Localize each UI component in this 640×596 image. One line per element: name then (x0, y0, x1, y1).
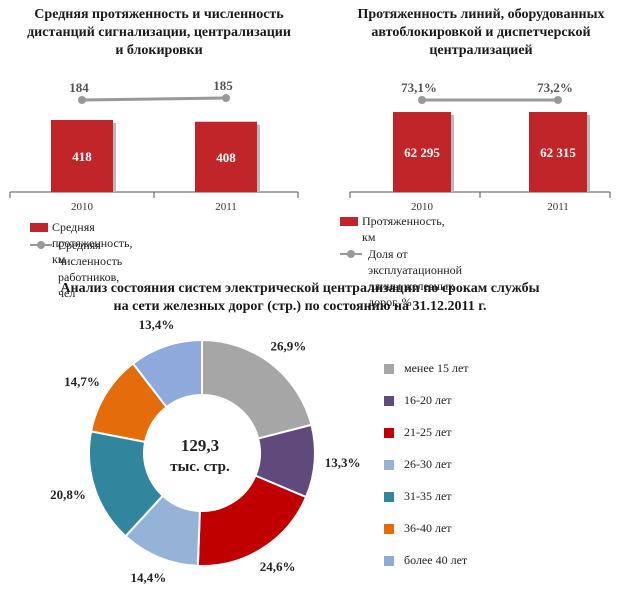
donut-chart: 26,9% 13,3% 24,6% 14,4% 20,8% 14,7% 13,4% 129,3… (50, 320, 361, 585)
bar-2011 (529, 112, 587, 192)
donut-slice (196, 474, 308, 567)
line-point (222, 94, 230, 102)
right-legend-bars: Протяженность, км (340, 213, 445, 245)
slice-value-label: 14,7% (64, 374, 100, 389)
donut-legend-item: 31-35 лет (384, 489, 452, 504)
line-marker-icon (340, 246, 362, 260)
donut-legend-item: 21-25 лет (384, 425, 452, 440)
line-marker-icon (30, 237, 52, 251)
donut-legend-item: 16-20 лет (384, 393, 452, 408)
legend-swatch-icon (384, 395, 394, 406)
right-chart-title: Протяженность линий, оборудованных автоб… (357, 7, 605, 58)
donut-slice (201, 338, 313, 440)
line-value-label: 73,1% (401, 80, 437, 95)
line-point (78, 96, 86, 104)
donut-slice (131, 338, 203, 409)
donut-legend-item: менее 15 лет (384, 361, 469, 376)
bar-2010 (393, 112, 451, 192)
legend-swatch-icon (384, 491, 394, 502)
line-series (81, 96, 227, 102)
slice-value-label: 26,9% (271, 338, 307, 353)
bar-value-label: 62 315 (540, 145, 576, 160)
donut-legend-item: 26-30 лет (384, 457, 452, 472)
legend-swatch-icon (384, 523, 394, 534)
slice-value-label: 14,4% (131, 570, 167, 585)
right-legend-line: Доля от эксплуатационной длины железных … (340, 246, 462, 310)
x-tick-label: 2010 (71, 201, 94, 213)
bar-swatch-icon (30, 223, 48, 232)
legend-label: 26-30 лет (404, 457, 452, 471)
slice-value-label: 13,3% (325, 455, 361, 470)
line-point (554, 96, 562, 104)
legend-swatch-icon (384, 427, 394, 438)
donut-chart-title: Анализ состояния систем электрической це… (60, 281, 540, 314)
left-legend-bars: Средняя протяженность, км (30, 219, 133, 267)
bar-value-label: 418 (72, 149, 92, 164)
bar-value-label: 62 295 (404, 145, 440, 160)
left-legend-line: Средняя численность работников, чел (30, 237, 122, 301)
legend-swatch-icon (384, 555, 394, 566)
donut-center-value: 129,3 (181, 436, 219, 455)
bar-2011 (195, 121, 257, 192)
legend-label: более 40 лет (404, 553, 468, 567)
bar-value-label: 408 (216, 150, 236, 165)
donut-center-unit: тыс. стр. (170, 459, 230, 475)
legend-label: 16-20 лет (404, 393, 452, 407)
slice-value-label: 13,4% (139, 320, 175, 332)
bar-2010 (51, 120, 113, 192)
line-value-label: 73,2% (537, 80, 573, 95)
slice-value-label: 20,8% (50, 487, 86, 502)
legend-label: 31-35 лет (404, 489, 452, 503)
legend-swatch-icon (384, 363, 394, 374)
legend-swatch-icon (384, 459, 394, 470)
x-tick-label: 2011 (215, 201, 237, 213)
legend-label: 36-40 лет (404, 521, 452, 535)
right-bar-chart: 62 295 2010 62 315 2011 73,1% 73,2% (349, 80, 611, 213)
legend-label: менее 15 лет (404, 361, 469, 375)
line-value-label: 184 (69, 80, 89, 95)
x-tick-label: 2011 (547, 201, 569, 213)
line-value-label: 185 (213, 78, 233, 93)
left-chart-title: Средняя протяженность и численность дист… (27, 7, 291, 58)
legend-label: 21-25 лет (404, 425, 452, 439)
bar-swatch-icon (340, 217, 358, 226)
donut-legend-item: 36-40 лет (384, 521, 452, 536)
donut-legend-item: более 40 лет (384, 553, 467, 568)
line-point (418, 96, 426, 104)
left-bar-chart: 418 2010 408 2011 184 185 (9, 78, 299, 213)
x-tick-label: 2010 (411, 201, 434, 213)
slice-value-label: 24,6% (260, 559, 296, 574)
